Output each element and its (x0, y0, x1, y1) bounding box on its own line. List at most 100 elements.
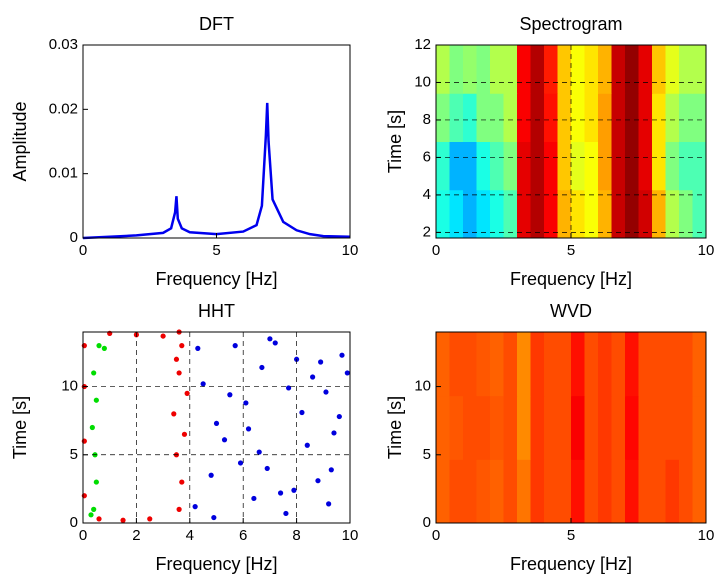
cell (625, 141, 639, 191)
cell (530, 141, 545, 191)
cell (611, 45, 626, 94)
cell (503, 332, 518, 397)
point (283, 510, 289, 517)
cell (557, 45, 572, 94)
point (331, 430, 337, 436)
x-tick-label: 0 (79, 527, 87, 544)
cell (463, 45, 477, 94)
cell (557, 332, 572, 397)
y-tick-label: 0.02 (49, 100, 78, 117)
cell (449, 45, 464, 94)
point (310, 374, 316, 380)
cell (463, 189, 477, 239)
cell (436, 45, 450, 94)
cell (517, 45, 531, 94)
point (88, 512, 94, 518)
cell (490, 141, 504, 191)
cell (665, 189, 680, 239)
cell (530, 45, 545, 94)
cell (679, 141, 693, 191)
x-tick-label: 10 (342, 242, 359, 259)
y-axis-label: Time [s] (385, 396, 405, 459)
cell (638, 395, 653, 460)
cell (679, 395, 693, 460)
point (227, 392, 233, 398)
cell (463, 459, 477, 524)
cell (692, 189, 707, 239)
cell (436, 459, 450, 524)
point (171, 411, 177, 417)
x-tick-label: 0 (79, 242, 87, 259)
cell (530, 332, 545, 397)
cell (638, 141, 653, 191)
x-tick-label: 0 (432, 242, 440, 259)
cell (652, 395, 666, 460)
point (96, 516, 102, 522)
cell (490, 395, 504, 460)
x-tick-label: 5 (567, 242, 575, 259)
point (259, 364, 265, 371)
point (89, 424, 95, 431)
cell (490, 332, 504, 397)
cell (476, 395, 491, 460)
cell (557, 459, 572, 524)
cell (490, 459, 504, 524)
cell (544, 395, 558, 460)
cell (476, 93, 491, 142)
cell (665, 395, 680, 460)
y-tick-label: 12 (414, 36, 431, 53)
cell (652, 93, 666, 142)
point (344, 370, 350, 376)
y-tick-label: 0 (70, 229, 78, 246)
point (299, 409, 305, 416)
point (251, 495, 257, 502)
cell (436, 189, 450, 239)
x-axis-label: Frequency [Hz] (155, 554, 277, 574)
cell (584, 189, 599, 239)
point (339, 352, 345, 358)
cell (665, 459, 680, 524)
x-axis-label: Frequency [Hz] (155, 269, 277, 289)
point (195, 345, 201, 351)
cell (638, 93, 653, 142)
cell (584, 93, 599, 142)
y-tick-label: 6 (423, 148, 431, 165)
axes-frame (82, 44, 351, 239)
point (318, 359, 324, 365)
cell (503, 93, 518, 142)
cell (679, 45, 693, 94)
point (264, 465, 270, 472)
cell (449, 395, 464, 460)
cell (598, 459, 612, 524)
x-tick-label: 10 (698, 242, 715, 259)
y-tick-label: 10 (61, 378, 78, 395)
cell (692, 395, 707, 460)
cell (638, 459, 653, 524)
cell (625, 189, 639, 239)
chart-title: DFT (199, 14, 234, 34)
point (243, 400, 249, 406)
y-tick-label: 0 (423, 514, 431, 531)
cell (503, 459, 518, 524)
cell (679, 93, 693, 142)
axes-frame (82, 331, 351, 524)
y-tick-label: 10 (414, 378, 431, 395)
cell (530, 395, 545, 460)
cell (544, 141, 558, 191)
x-tick-label: 5 (567, 527, 575, 544)
cell (571, 45, 585, 94)
x-tick-label: 0 (432, 527, 440, 544)
point (315, 478, 321, 484)
cell (557, 395, 572, 460)
cell (517, 395, 531, 460)
cell (679, 332, 693, 397)
point (101, 345, 107, 351)
cell (436, 93, 450, 142)
y-tick-label: 0.01 (49, 165, 78, 182)
cell (679, 459, 693, 524)
cell (490, 189, 504, 239)
cell (476, 141, 491, 191)
x-tick-label: 10 (698, 527, 715, 544)
